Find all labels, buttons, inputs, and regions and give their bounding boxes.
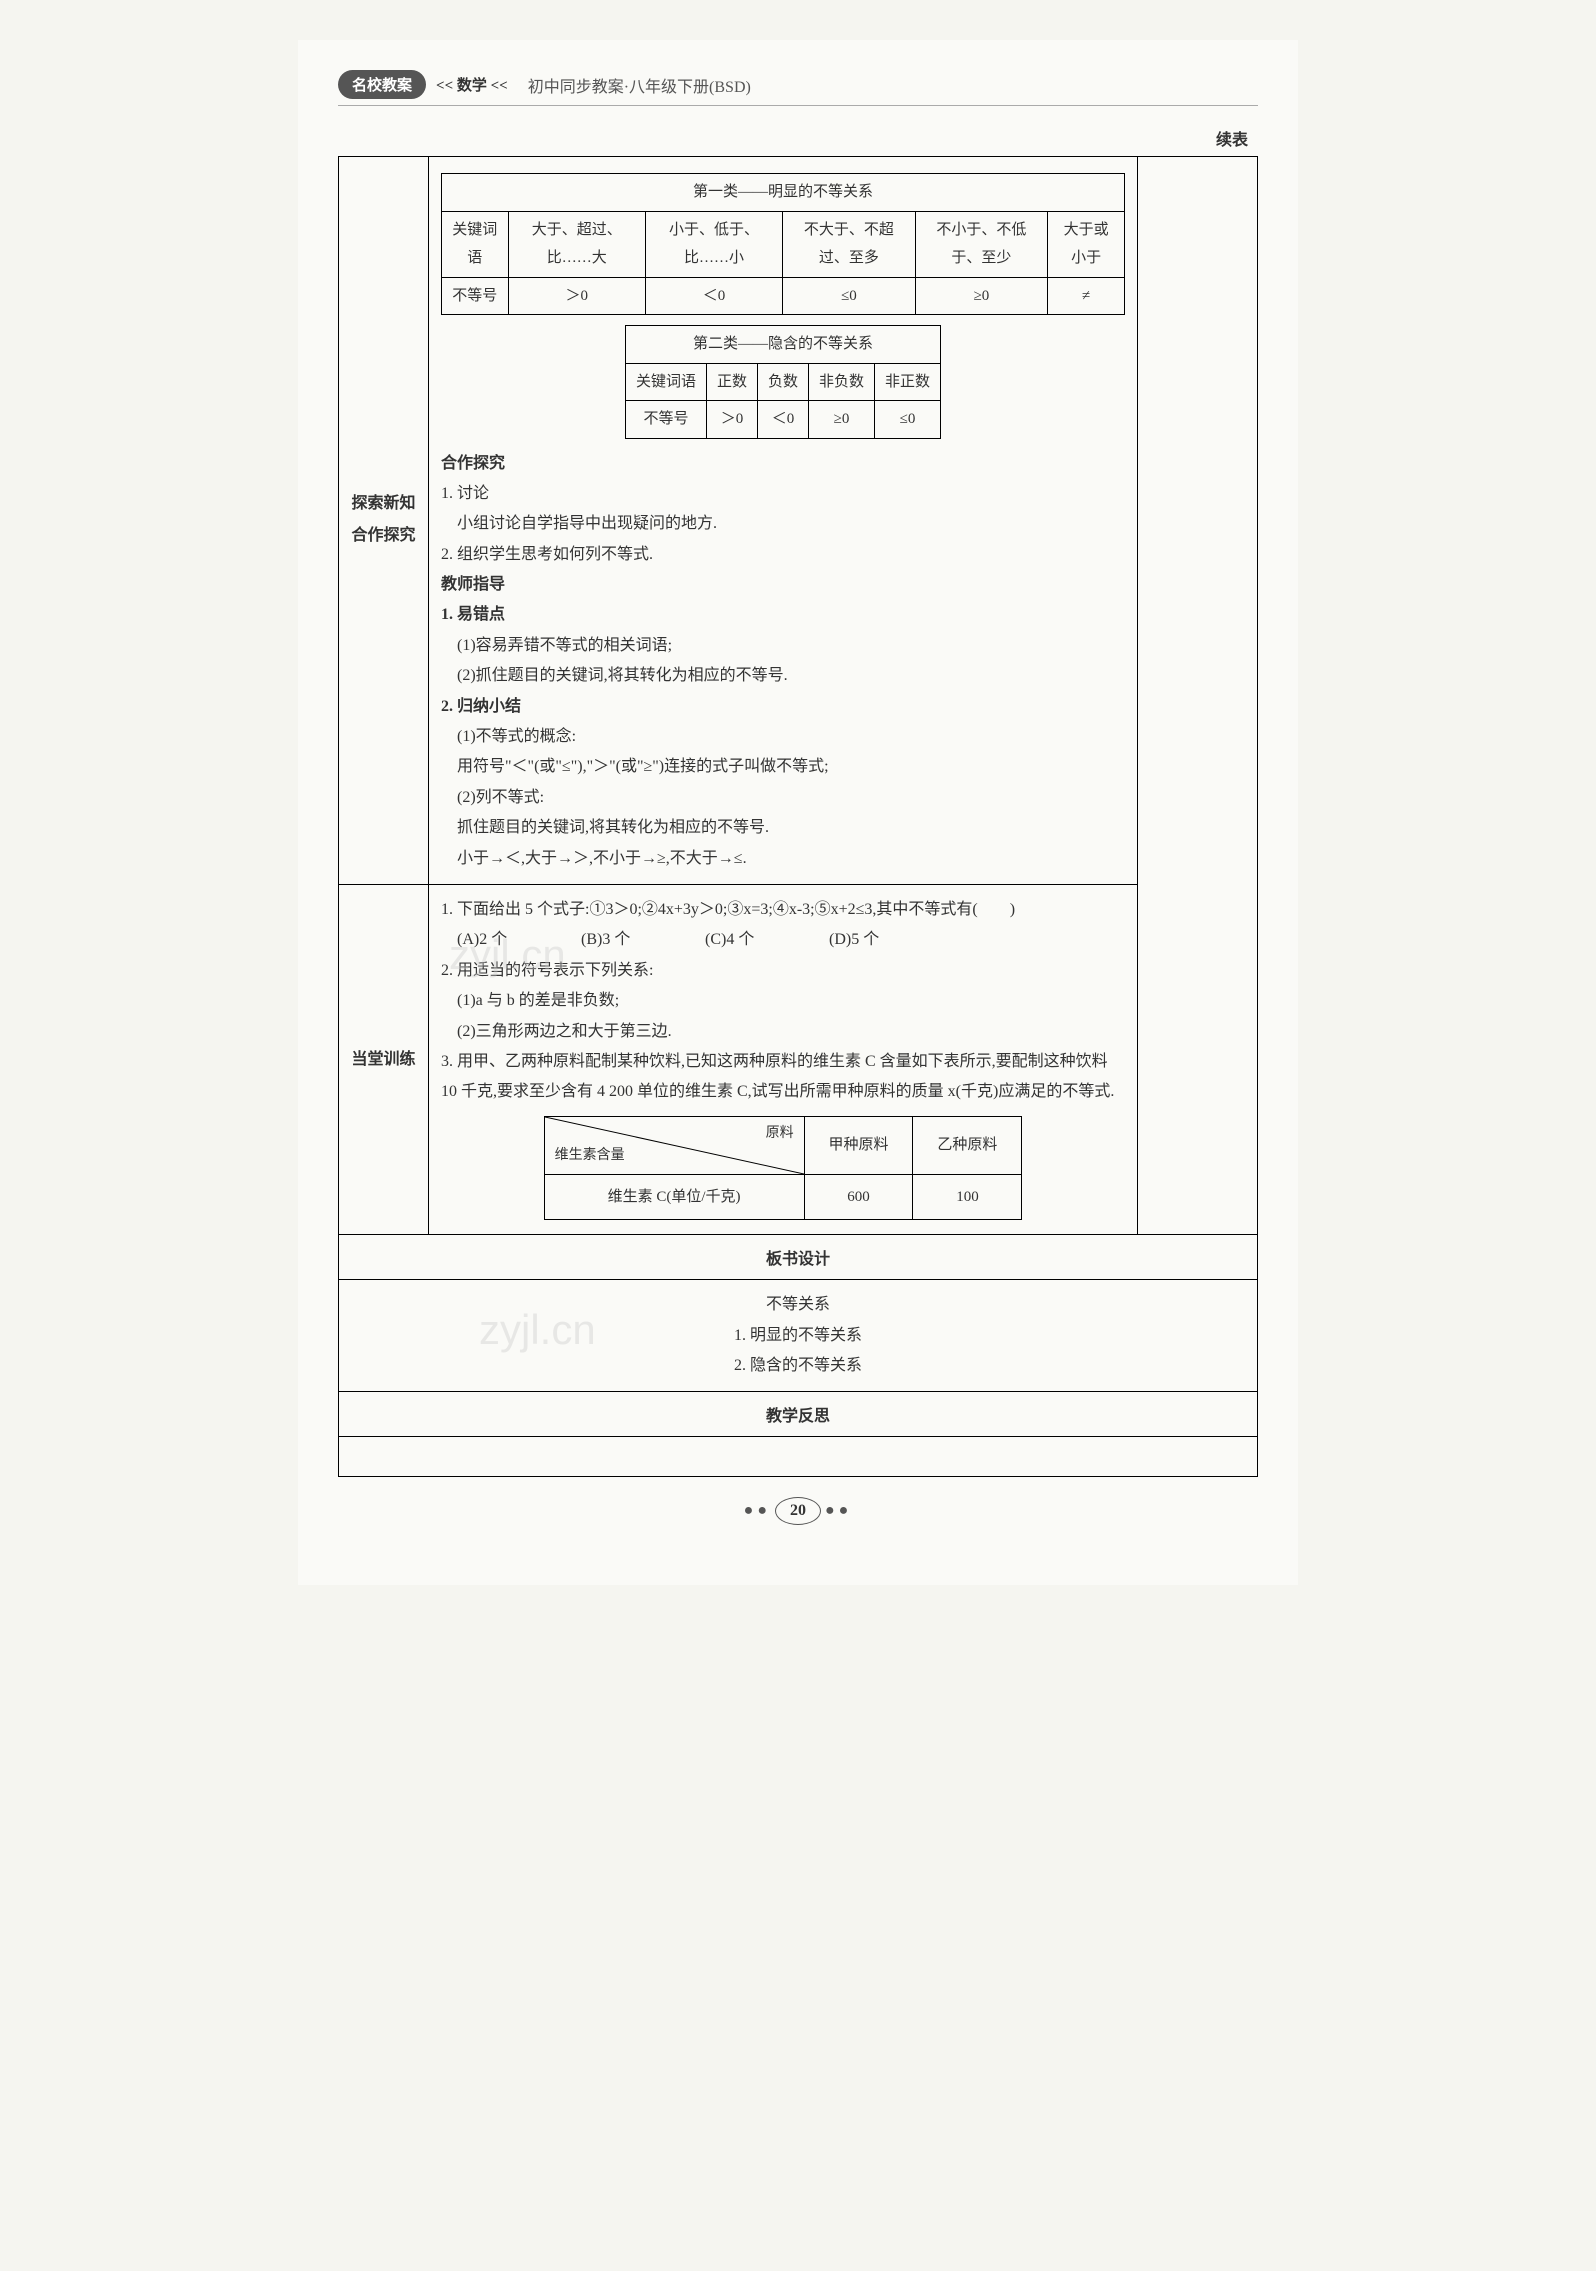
opt-d: (D)5 个 [829,925,949,955]
board-l2: 1. 明显的不等关系 [351,1321,1245,1351]
t1-c4: 不小于、不低于、至少 [915,211,1048,277]
t1-s2: ＜0 [645,277,782,315]
t2-s2: ＜0 [757,401,808,439]
sum-2b: 抓住题目的关键词,将其转化为相应的不等号. [441,813,1125,843]
table1-title: 第一类——明显的不等关系 [442,174,1125,212]
mat-r1: 维生素 C(单位/千克) [544,1174,804,1220]
subject-tag: << 数学 << [436,74,508,95]
board-design-title: 板书设计 [339,1235,1258,1280]
table2-title: 第二类——隐含的不等关系 [625,326,940,364]
sum-2: (2)列不等式: [441,783,1125,813]
dots-left: ●● [744,1502,771,1519]
error-1: (1)容易弄错不等式的相关词语; [441,631,1125,661]
t2-key-label: 关键词语 [625,363,706,401]
material-table: 原料 维生素含量 甲种原料 乙种原料 维生素 C(单位/千克) 600 100 [544,1116,1023,1221]
board-content: 不等关系 1. 明显的不等关系 2. 隐含的不等关系 zyjl.cn [339,1280,1258,1392]
t1-sign-label: 不等号 [442,277,509,315]
reflect-blank [339,1437,1258,1477]
t1-c5: 大于或小于 [1048,211,1125,277]
board-l1: 不等关系 [351,1290,1245,1320]
page: 名校教案 << 数学 << 初中同步教案·八年级下册(BSD) 续表 探索新知 … [298,40,1298,1585]
summary-label: 2. 归纳小结 [441,692,1125,722]
reflect-title: 教学反思 [339,1392,1258,1437]
table-category-1: 第一类——明显的不等关系 关键词语 大于、超过、比……大 小于、低于、比……小 … [441,173,1125,315]
t1-s5: ≠ [1048,277,1125,315]
right-margin [1138,157,1258,1235]
q2: 2. 用适当的符号表示下列关系: [441,956,1125,986]
page-number: 20 [775,1497,821,1525]
error-2: (2)抓住题目的关键词,将其转化为相应的不等号. [441,661,1125,691]
mat-h2: 乙种原料 [913,1116,1022,1174]
t2-c3: 非负数 [809,363,875,401]
sum-1b: 用符号"＜"(或"≤"),"＞"(或"≥")连接的式子叫做不等式; [441,752,1125,782]
table-category-2: 第二类——隐含的不等关系 关键词语 正数 负数 非负数 非正数 不等号 ＞0 ＜… [625,325,941,439]
t1-s1: ＞0 [508,277,645,315]
q3: 3. 用甲、乙两种原料配制某种饮料,已知这两种原料的维生素 C 含量如下表所示,… [441,1047,1125,1108]
mat-v2: 100 [913,1174,1022,1220]
t1-s4: ≥0 [915,277,1048,315]
sum-2c: 小于→＜,大于→＞,不小于→≥,不大于→≤. [441,844,1125,874]
side-label-explore: 探索新知 合作探究 [339,157,429,885]
t2-c2: 负数 [757,363,808,401]
discuss-label: 1. 讨论 [441,479,1125,509]
teacher-title: 教师指导 [441,570,1125,600]
opt-c: (C)4 个 [705,925,825,955]
mat-v1: 600 [804,1174,913,1220]
t2-s3: ≥0 [809,401,875,439]
board-l3: 2. 隐含的不等关系 [351,1351,1245,1381]
opt-b: (B)3 个 [581,925,701,955]
t2-s1: ＞0 [706,401,757,439]
t1-c3: 不大于、不超过、至多 [783,211,916,277]
error-point: 1. 易错点 [441,600,1125,630]
t2-c4: 非正数 [875,363,941,401]
side-label-practice: 当堂训练 [339,884,429,1234]
mat-h1: 甲种原料 [804,1116,913,1174]
q2b: (2)三角形两边之和大于第三边. [441,1017,1125,1047]
q1-options: (A)2 个 (B)3 个 (C)4 个 (D)5 个 [441,925,1125,955]
t1-s3: ≤0 [783,277,916,315]
header: 名校教案 << 数学 << 初中同步教案·八年级下册(BSD) [338,70,1258,106]
coop-title: 合作探究 [441,449,1125,479]
page-number-wrap: ●● 20 ●● [338,1497,1258,1525]
dots-right: ●● [825,1502,852,1519]
practice-content: 1. 下面给出 5 个式子:①3＞0;②4x+3y＞0;③x=3;④x-3;⑤x… [429,884,1138,1234]
q1: 1. 下面给出 5 个式子:①3＞0;②4x+3y＞0;③x=3;④x-3;⑤x… [441,895,1125,925]
series-badge: 名校教案 [338,70,426,99]
t1-c1: 大于、超过、比……大 [508,211,645,277]
diag-top: 原料 [766,1121,794,1148]
t1-c2: 小于、低于、比……小 [645,211,782,277]
organize-text: 2. 组织学生思考如何列不等式. [441,540,1125,570]
opt-a: (A)2 个 [457,925,577,955]
t1-key-label: 关键词语 [442,211,509,277]
t2-sign-label: 不等号 [625,401,706,439]
diag-header: 原料 维生素含量 [544,1116,804,1174]
diag-bot: 维生素含量 [555,1143,625,1170]
sum-1: (1)不等式的概念: [441,722,1125,752]
t2-c1: 正数 [706,363,757,401]
header-title: 初中同步教案·八年级下册(BSD) [528,73,751,97]
explore-content: 第一类——明显的不等关系 关键词语 大于、超过、比……大 小于、低于、比……小 … [429,157,1138,885]
q2a: (1)a 与 b 的差是非负数; [441,986,1125,1016]
t2-s4: ≤0 [875,401,941,439]
main-table: 探索新知 合作探究 第一类——明显的不等关系 关键词语 大于、超过、比……大 小… [338,156,1258,1477]
continue-label: 续表 [338,126,1258,150]
discuss-text: 小组讨论自学指导中出现疑问的地方. [441,509,1125,539]
